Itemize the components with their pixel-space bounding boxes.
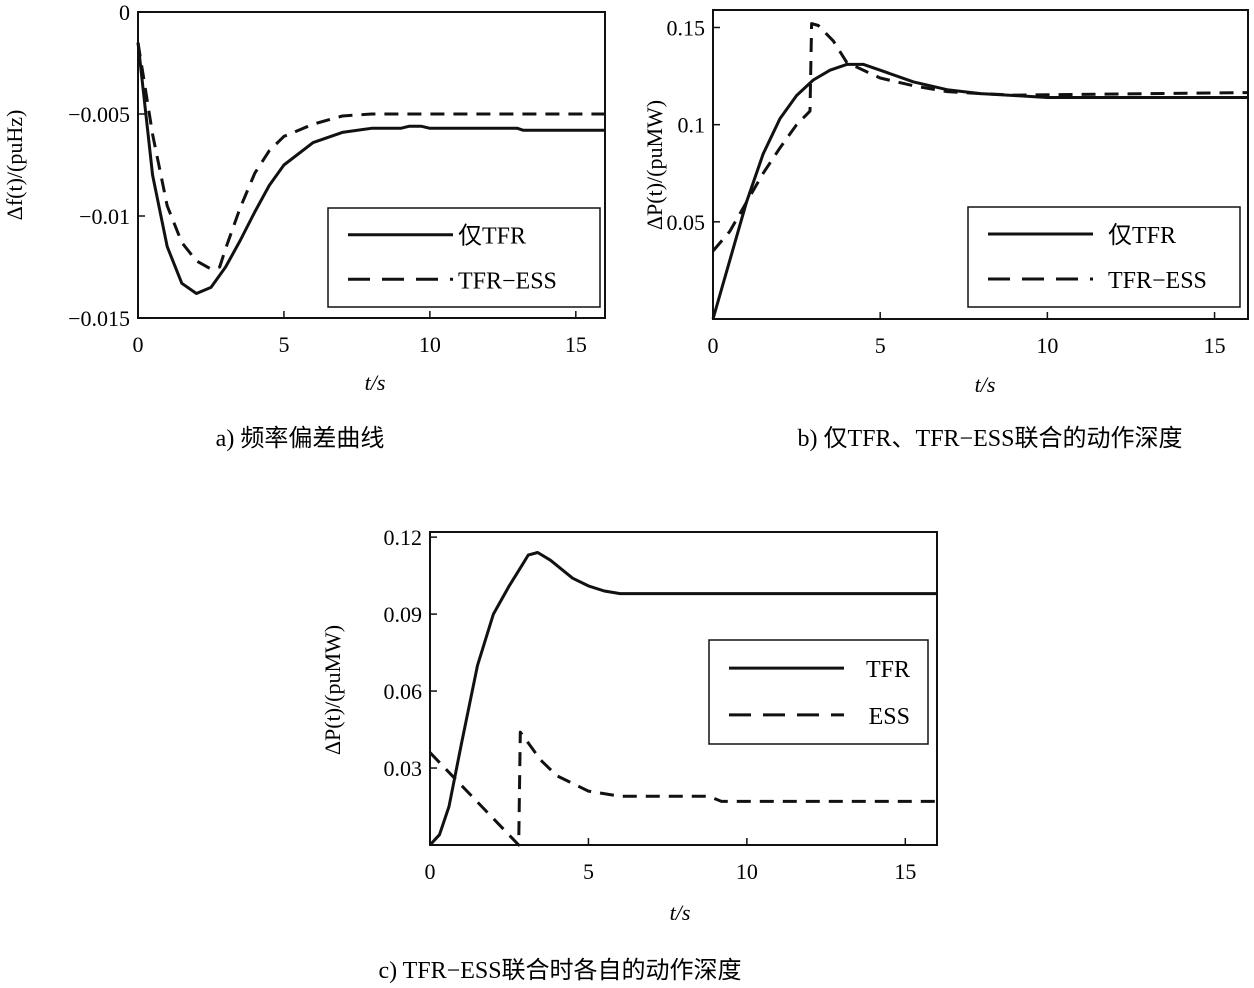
legend-box: [327, 207, 601, 308]
x-tick-label: 10: [736, 859, 758, 884]
legend-label: ESS: [869, 704, 910, 730]
panel-caption: a) 频率偏差曲线: [216, 425, 385, 452]
series-line-dashed: [136, 42, 605, 271]
legend-label: 仅TFR: [458, 223, 526, 250]
x-tick-label: 15: [1204, 333, 1226, 358]
y-axis-label: Δf(t)/(puHz): [2, 110, 27, 221]
plot-frame: [137, 11, 606, 319]
x-tick-label: 15: [565, 332, 587, 357]
panel-caption: c) TFR−ESS联合时各自的动作深度: [378, 957, 741, 984]
y-tick-label: −0.005: [68, 102, 130, 127]
x-tick-label: 5: [875, 333, 886, 358]
chart-panel-a: 0 5 10 15 0 −0.005 −0.01 −0.015 t/s Δf(t)/(puHz) a…: [2, 0, 606, 452]
y-tick-label: 0.03: [384, 756, 423, 781]
y-axis-label: ΔP(t)/(puMW): [642, 100, 667, 230]
y-tick-label: 0.09: [384, 602, 423, 627]
x-tick-label: 5: [583, 859, 594, 884]
panel-caption: b) 仅TFR、TFR−ESS联合的动作深度: [798, 425, 1183, 452]
legend-label: 仅TFR: [1108, 222, 1176, 249]
plot-frame: [429, 531, 938, 846]
legend: TFR ESS: [708, 639, 929, 745]
chart-panel-b: 0 5 10 15 0.05 0.1 0.15 t/s ΔP(t)/(puMW) b) 仅TFR、…: [642, 9, 1249, 452]
y-axis-label: ΔP(t)/(puMW): [320, 625, 345, 755]
series-line-dashed: [711, 22, 1249, 252]
legend-box: [967, 206, 1241, 308]
x-tick-label: 0: [133, 332, 144, 357]
x-axis-label: t/s: [670, 900, 691, 925]
x-axis-label: t/s: [975, 372, 996, 397]
x-tick-label: 10: [1036, 333, 1058, 358]
y-tick-label: −0.01: [79, 204, 130, 229]
y-tick-label: 0.1: [678, 113, 706, 138]
series-line-solid: [136, 42, 605, 295]
y-tick-label: 0.05: [667, 210, 706, 235]
x-tick-label: 0: [708, 333, 719, 358]
series-line-dashed: [428, 730, 937, 847]
y-tick-label: 0.06: [384, 679, 423, 704]
x-axis-label: t/s: [365, 370, 386, 395]
chart-panel-c: 0 5 10 15 0.03 0.06 0.09 0.12 t/s ΔP(t)/(puMW) c) …: [320, 525, 938, 984]
y-tick-label: 0.15: [667, 15, 706, 40]
y-tick-label: 0.12: [384, 525, 423, 550]
plot-frame: [712, 9, 1249, 320]
legend-box: [708, 639, 929, 745]
x-tick-label: 0: [425, 859, 436, 884]
legend: 仅TFR TFR−ESS: [327, 207, 601, 308]
legend-label: TFR−ESS: [1108, 268, 1207, 294]
legend-label: TFR−ESS: [458, 268, 557, 294]
legend-label: TFR: [866, 657, 910, 683]
x-tick-label: 5: [278, 332, 289, 357]
x-tick-label: 10: [419, 332, 441, 357]
y-tick-label: 0: [119, 0, 130, 25]
legend: 仅TFR TFR−ESS: [967, 206, 1241, 308]
series-line-solid: [428, 551, 937, 847]
x-tick-label: 15: [894, 859, 916, 884]
y-tick-label: −0.015: [68, 306, 130, 331]
